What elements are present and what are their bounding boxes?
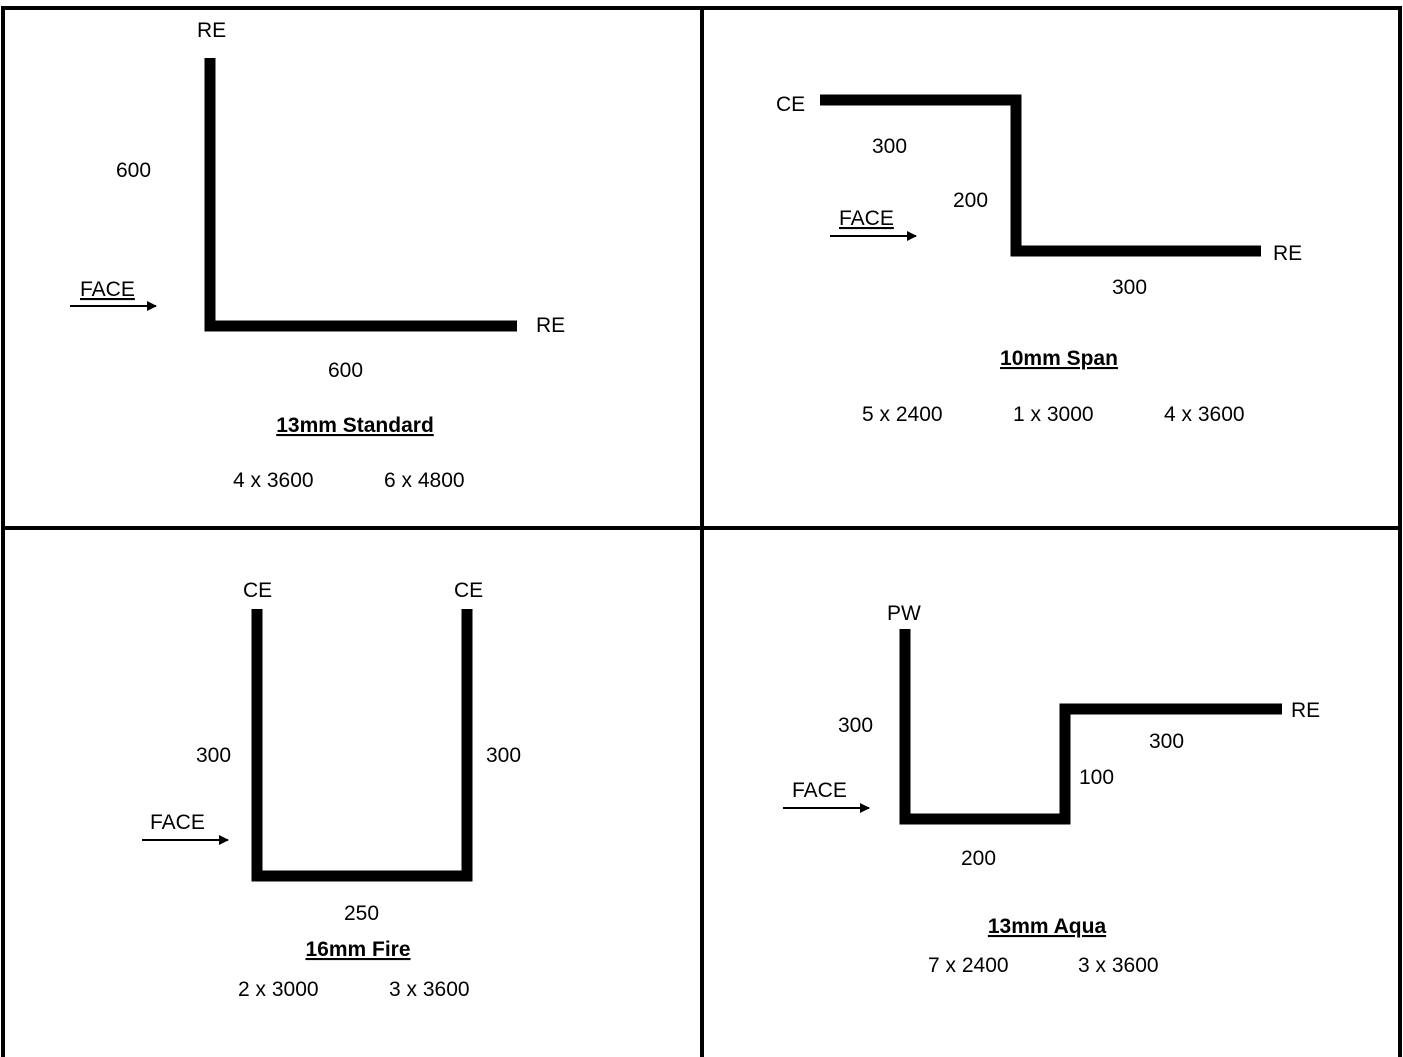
dimension-label: 300 bbox=[872, 135, 907, 158]
dimension-label: 250 bbox=[344, 902, 379, 925]
face-label: FACE bbox=[792, 779, 847, 802]
dimension-label: 300 bbox=[1149, 730, 1184, 753]
panel-13mm-aqua: PW RE 300 200 100 300 FACE 13mm Aqua 7 x… bbox=[783, 602, 1320, 977]
panel-title: 10mm Span bbox=[1000, 347, 1118, 370]
quantity: 2 x 3000 bbox=[238, 978, 319, 1001]
quantity: 6 x 4800 bbox=[384, 469, 465, 492]
end-label: RE bbox=[1273, 242, 1302, 265]
panel-10mm-span: CE RE 300 200 300 FACE 10mm Span 5 x 240… bbox=[776, 93, 1302, 426]
dimension-label: 200 bbox=[953, 189, 988, 212]
dimension-label: 200 bbox=[961, 847, 996, 870]
panel-13mm-standard: RE RE 600 600 FACE 13mm Standard 4 x 360… bbox=[70, 19, 565, 492]
profile-shape bbox=[820, 94, 1261, 257]
panel-title: 16mm Fire bbox=[305, 938, 410, 961]
end-label: CE bbox=[776, 93, 805, 116]
quantity: 7 x 2400 bbox=[928, 954, 1009, 977]
quantity: 4 x 3600 bbox=[1164, 403, 1245, 426]
profile-shape bbox=[899, 629, 1282, 825]
panel-title: 13mm Standard bbox=[276, 414, 434, 437]
quantity: 3 x 3600 bbox=[1078, 954, 1159, 977]
face-label: FACE bbox=[839, 207, 894, 230]
dimension-label: 600 bbox=[328, 359, 363, 382]
dimension-label: 300 bbox=[486, 744, 521, 767]
quantity: 3 x 3600 bbox=[389, 978, 470, 1001]
face-label: FACE bbox=[150, 811, 205, 834]
end-label: RE bbox=[1291, 699, 1320, 722]
end-label: CE bbox=[454, 579, 483, 602]
panel-16mm-fire: CE CE 300 300 250 FACE 16mm Fire 2 x 300… bbox=[142, 579, 521, 1001]
end-label: RE bbox=[197, 19, 226, 42]
end-label: RE bbox=[536, 314, 565, 337]
quantity: 5 x 2400 bbox=[862, 403, 943, 426]
table-grid bbox=[1, 6, 1402, 1057]
profile-shape bbox=[204, 58, 517, 332]
dimension-label: 300 bbox=[1112, 276, 1147, 299]
quantity: 1 x 3000 bbox=[1013, 403, 1094, 426]
profile-shape bbox=[251, 609, 473, 882]
quantity: 4 x 3600 bbox=[233, 469, 314, 492]
panel-title: 13mm Aqua bbox=[988, 915, 1107, 938]
dimension-label: 300 bbox=[838, 714, 873, 737]
end-label: PW bbox=[887, 602, 921, 625]
dimension-label: 600 bbox=[116, 159, 151, 182]
dimension-label: 100 bbox=[1079, 766, 1114, 789]
face-label: FACE bbox=[80, 278, 135, 301]
dimension-label: 300 bbox=[196, 744, 231, 767]
end-label: CE bbox=[243, 579, 272, 602]
